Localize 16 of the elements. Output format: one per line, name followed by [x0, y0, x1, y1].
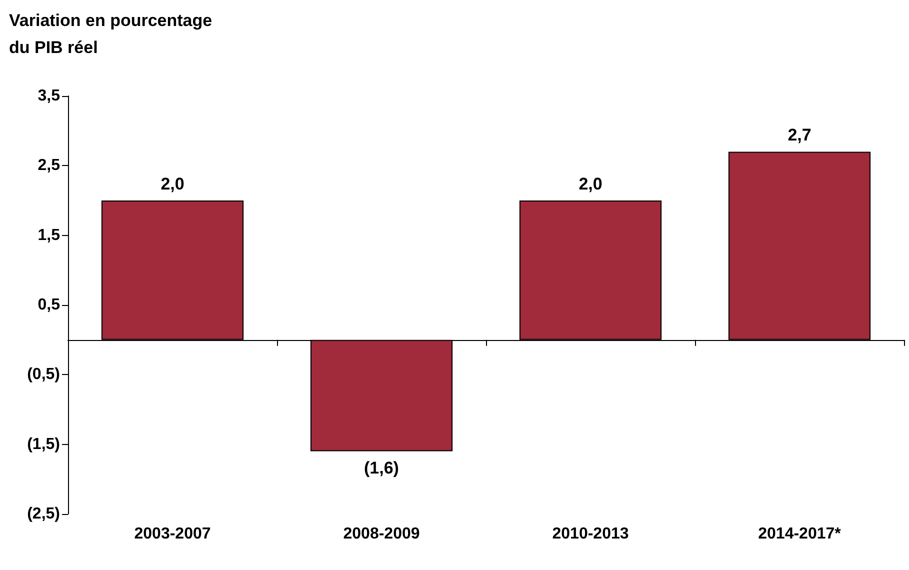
x-tick-label: 2003-2007 [134, 526, 211, 542]
data-label: (1,6) [364, 458, 399, 478]
data-label: 2,7 [788, 126, 812, 145]
y-tick-label: (2,5) [27, 506, 60, 522]
data-label: 2,0 [160, 174, 184, 194]
y-tick-label: 1,5 [38, 226, 60, 244]
y-axis-title: Variation en pourcentage du PIB réel [9, 11, 212, 57]
y-tick-label: (1,5) [27, 436, 60, 453]
y-tick-label: 0,5 [38, 296, 60, 314]
y-tick-label: 2,5 [38, 157, 60, 174]
x-tick-label: 2014-2017* [758, 526, 842, 542]
y-tick-label: 3,5 [38, 88, 60, 104]
x-tick-label: 2008-2009 [343, 526, 420, 542]
y-tick-label: (0,5) [27, 366, 60, 384]
x-tick-label: 2010-2013 [552, 526, 629, 542]
data-label: 2,0 [578, 174, 602, 194]
